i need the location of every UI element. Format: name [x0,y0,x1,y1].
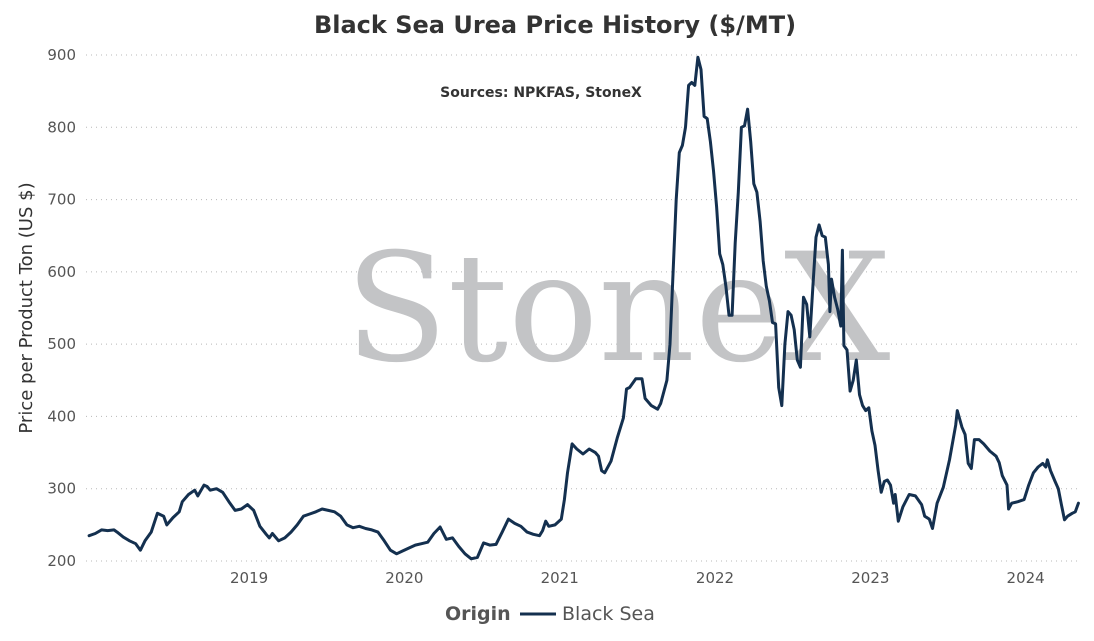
y-axis-ticks: 200 300 400 500 600 700 800 900 [47,46,76,570]
legend[interactable]: Origin Black Sea [445,603,655,625]
stonex-watermark: StoneX [345,222,891,396]
y-axis-label: Price per Product Ton (US $) [16,182,37,433]
x-tick-label-2020: 2020 [385,569,423,587]
x-axis-ticks: 2019 2020 2021 2022 2023 2024 [230,569,1045,587]
y-tick-label-300: 300 [47,480,76,498]
y-tick-label-900: 900 [47,46,76,64]
y-tick-label-800: 800 [47,118,76,136]
series-line-black-sea[interactable] [87,55,1080,561]
legend-label-black-sea: Black Sea [562,603,655,625]
series-layer [87,55,1080,561]
legend-title: Origin [445,603,511,625]
chart-source-note: Sources: NPKFAS, StoneX [440,85,642,101]
x-tick-label-2021: 2021 [541,569,579,587]
y-tick-label-400: 400 [47,407,76,425]
chart-title: Black Sea Urea Price History ($/MT) [314,11,796,39]
gridlines [86,54,1080,562]
y-tick-label-700: 700 [47,191,76,209]
x-tick-label-2022: 2022 [696,569,734,587]
y-tick-label-500: 500 [47,335,76,353]
x-tick-label-2023: 2023 [851,569,889,587]
x-tick-label-2024: 2024 [1007,569,1045,587]
x-tick-label-2019: 2019 [230,569,268,587]
y-tick-label-200: 200 [47,552,76,570]
y-tick-label-600: 600 [47,263,76,281]
